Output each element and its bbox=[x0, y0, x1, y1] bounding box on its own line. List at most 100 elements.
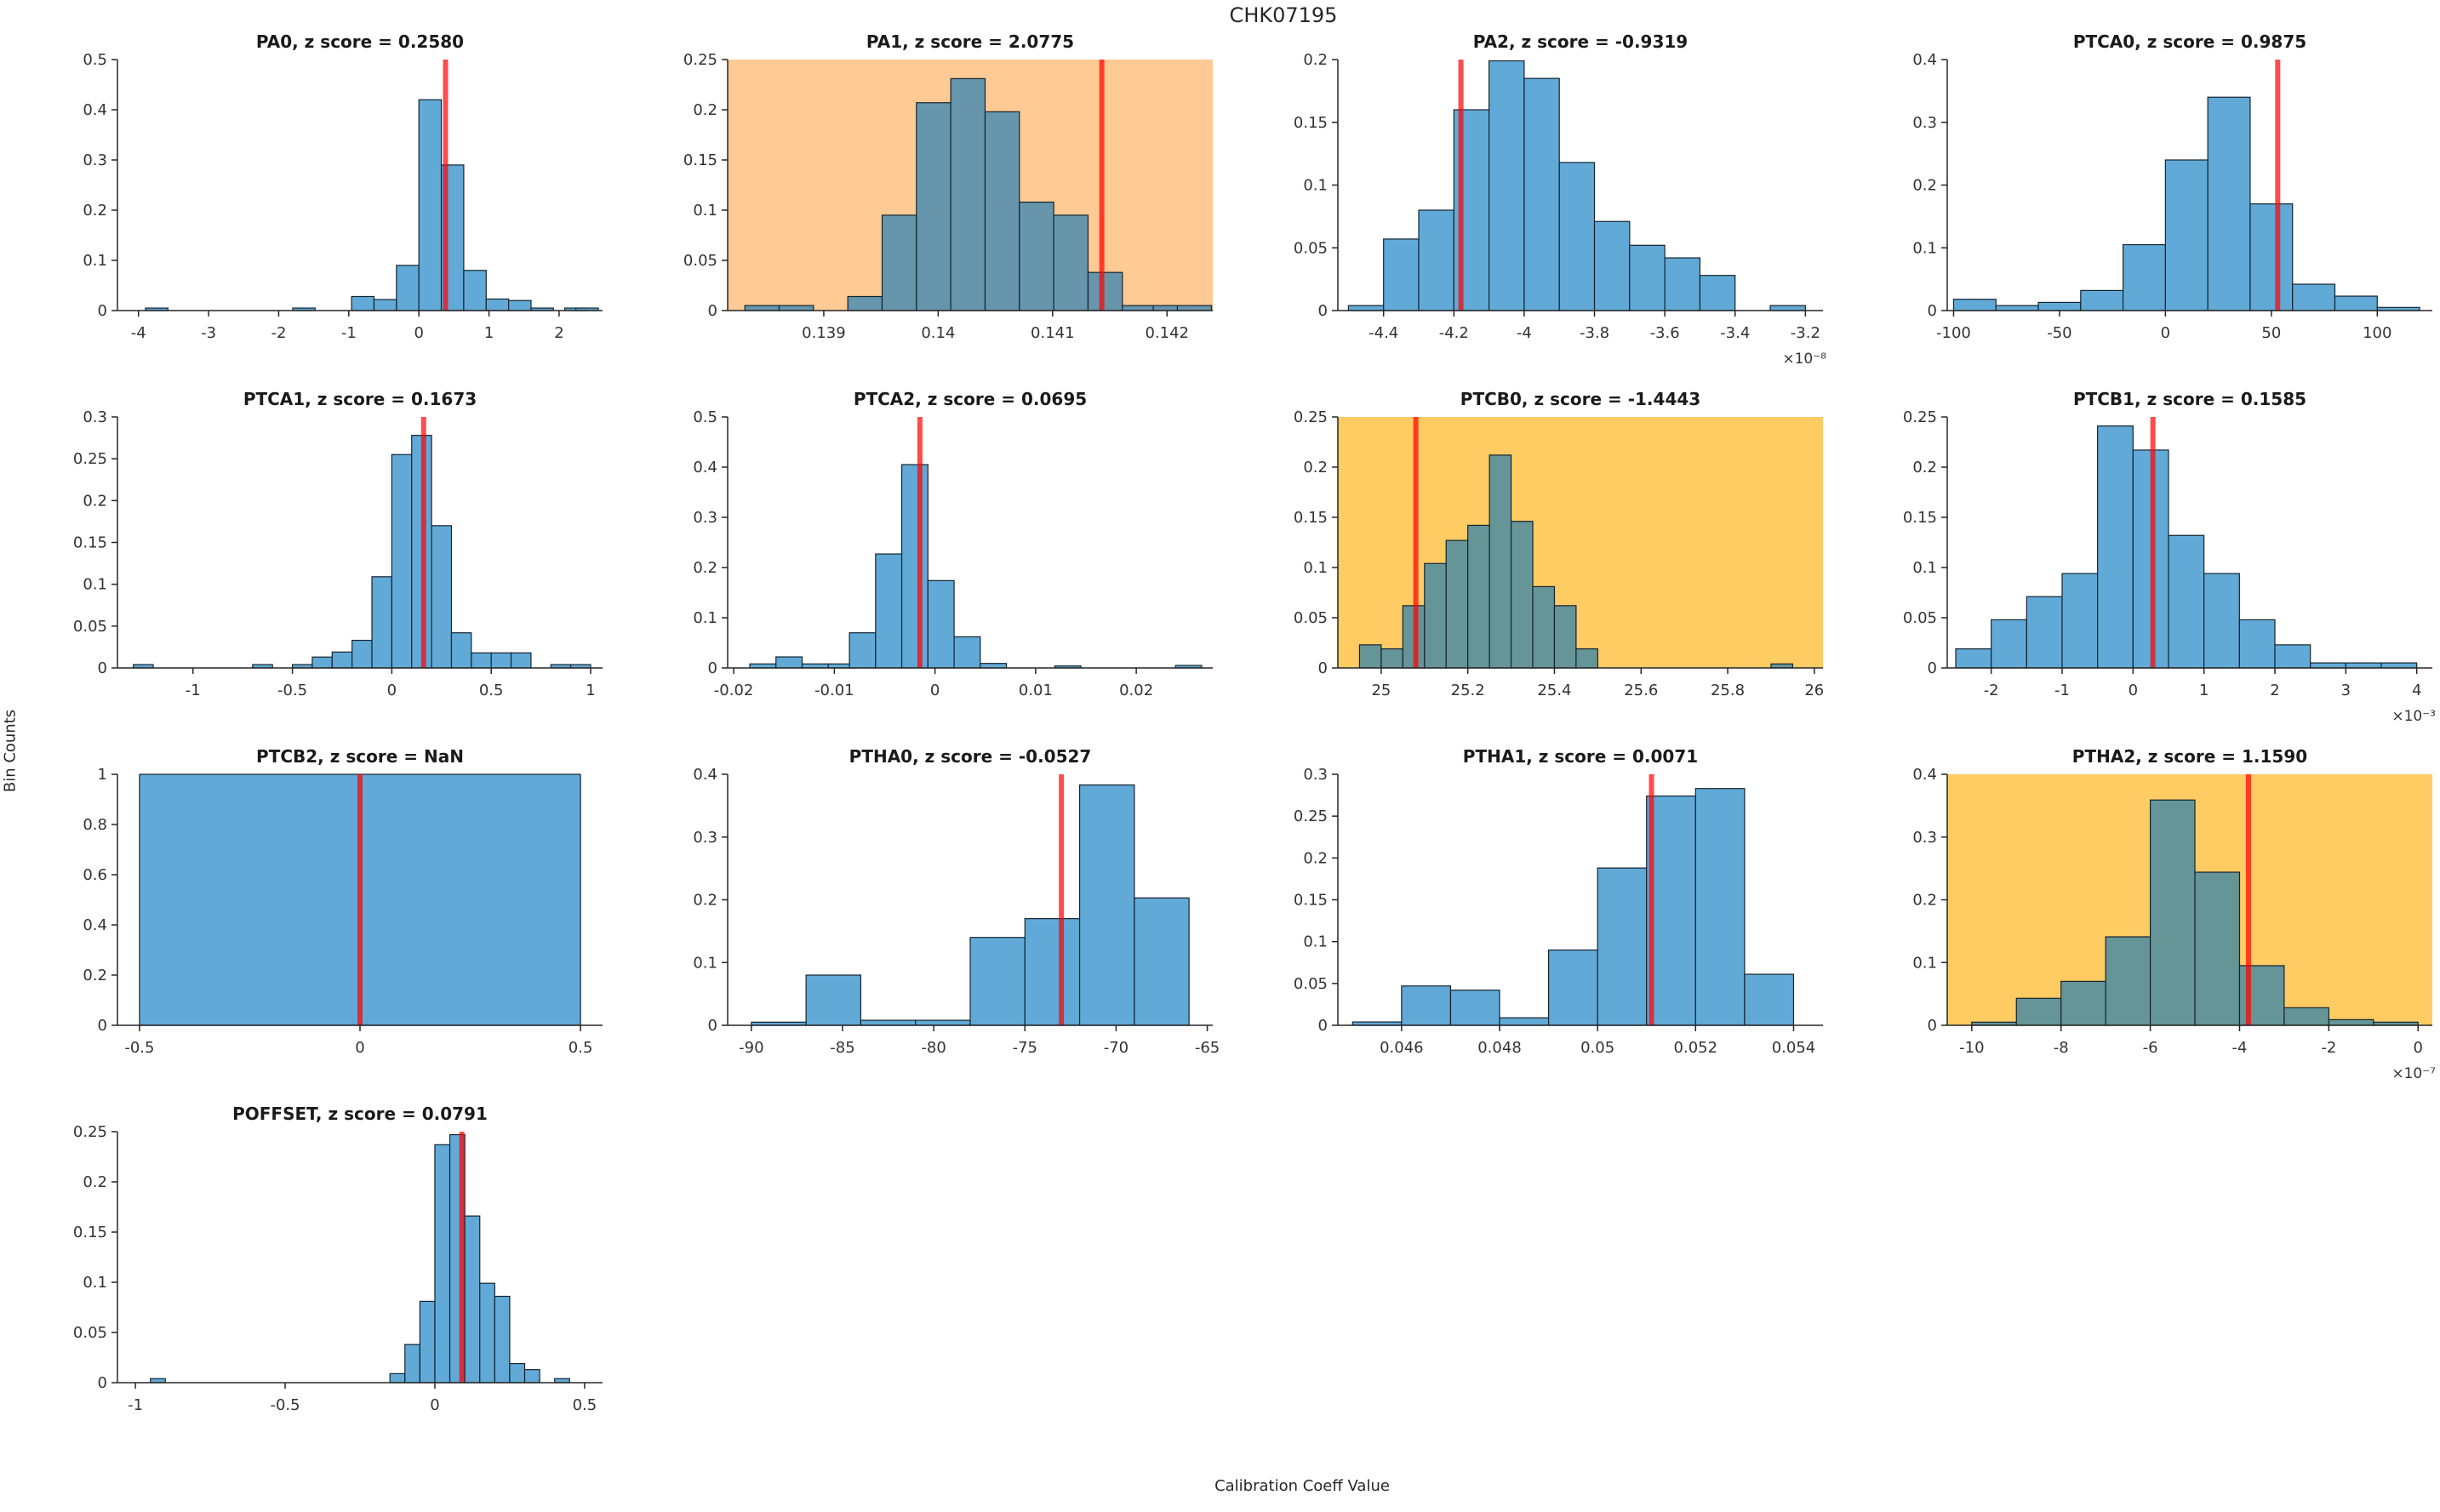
y-tick-label: 0.1 bbox=[693, 609, 717, 627]
histogram-bar bbox=[1078, 784, 1135, 1026]
x-tick-label: 0.02 bbox=[1119, 682, 1153, 699]
x-tick-label: -2 bbox=[271, 324, 286, 342]
y-tick-label: 0.05 bbox=[1293, 609, 1327, 627]
histogram-bar bbox=[744, 305, 780, 311]
histogram-bar bbox=[1995, 305, 2039, 311]
histogram-bar bbox=[778, 305, 814, 311]
x-tick-label: 0 bbox=[2129, 682, 2138, 699]
histogram-bar bbox=[419, 1300, 436, 1384]
x-tick-label: 0.139 bbox=[802, 324, 846, 342]
histogram-bar bbox=[2026, 596, 2063, 669]
y-tick-label: 0 bbox=[1928, 1017, 1937, 1035]
histogram-grid: -4 -3 -2 -1 0 1 2 0 0.1 0.2 0.3 0.4 0.5 PA0, z score … bbox=[0, 26, 2440, 1455]
histogram-bar bbox=[950, 77, 986, 311]
x-tick-label: -70 bbox=[1103, 1039, 1128, 1057]
y-tick-label: 0.15 bbox=[73, 534, 107, 552]
histogram-bar bbox=[2238, 619, 2276, 669]
histogram-bar bbox=[1488, 60, 1525, 311]
x-tick-label: -6 bbox=[2143, 1039, 2158, 1057]
subplot-PTHA1: 0.046 0.048 0.05 0.052 0.054 0 0.05 0.1 0.15 0.2 0… bbox=[1293, 746, 1823, 1057]
histogram-bar bbox=[1769, 305, 1806, 311]
histogram-bar bbox=[1953, 299, 1997, 311]
y-tick-label: 0.1 bbox=[693, 202, 717, 220]
histogram-bar bbox=[1498, 1017, 1549, 1026]
histogram-bar bbox=[351, 639, 373, 669]
subplot-title: PTHA2, z score = 1.1590 bbox=[2072, 746, 2307, 767]
x-tick-label: -4 bbox=[131, 324, 146, 342]
x-tick-label: -65 bbox=[1195, 1039, 1220, 1057]
histogram-bar bbox=[2037, 301, 2082, 311]
x-tick-label: -1 bbox=[341, 324, 357, 342]
y-tick-label: 0.1 bbox=[83, 1274, 107, 1292]
subplot-title: PTHA0, z score = -0.0527 bbox=[849, 746, 1091, 767]
x-tick-label: -50 bbox=[2047, 324, 2071, 342]
x-tick-label: 2 bbox=[2271, 682, 2280, 699]
x-tick-label: -1 bbox=[186, 682, 201, 699]
x-tick-label: 0.048 bbox=[1477, 1039, 1522, 1057]
y-tick-label: 0.1 bbox=[1913, 954, 1938, 972]
x-tick-label: -90 bbox=[739, 1039, 763, 1057]
x-tick-label: -1 bbox=[128, 1396, 143, 1414]
x-tick-label: -3.4 bbox=[1720, 324, 1750, 342]
y-tick-label: 0.2 bbox=[1303, 459, 1328, 476]
y-tick-label: 0.15 bbox=[683, 151, 717, 169]
subplot-title: PTCB0, z score = -1.4443 bbox=[1460, 389, 1700, 409]
x-tick-label: -0.5 bbox=[124, 1039, 154, 1057]
y-tick-label: 0.3 bbox=[83, 151, 107, 169]
histogram-bar bbox=[2274, 644, 2311, 669]
histogram-bar bbox=[2080, 289, 2124, 311]
subplot-title: PTCB2, z score = NaN bbox=[256, 746, 464, 767]
x-tick-label: 25.6 bbox=[1624, 682, 1658, 699]
histogram-bar bbox=[434, 1144, 451, 1384]
subplot-title: PTCA1, z score = 0.1673 bbox=[243, 389, 477, 409]
x-tick-label: 25 bbox=[1371, 682, 1391, 699]
y-tick-label: 0.05 bbox=[73, 1324, 107, 1342]
histogram-bar bbox=[1664, 257, 1700, 311]
y-tick-label: 0 bbox=[1317, 659, 1327, 677]
histogram-bar bbox=[418, 99, 443, 311]
histogram-bar bbox=[1053, 214, 1089, 311]
y-tick-label: 0.1 bbox=[83, 576, 107, 594]
histogram-bar bbox=[1510, 521, 1534, 669]
histogram-bar bbox=[1423, 562, 1447, 669]
histogram-bar bbox=[915, 102, 951, 311]
y-tick-label: 0 bbox=[98, 1374, 107, 1392]
y-tick-label: 0.3 bbox=[693, 829, 717, 847]
y-tick-label: 0.25 bbox=[73, 450, 107, 468]
histogram-bar bbox=[1743, 973, 1794, 1026]
x-tick-label: -75 bbox=[1012, 1039, 1037, 1057]
x-tick-label: 25.4 bbox=[1537, 682, 1571, 699]
x-tick-label: 1 bbox=[586, 682, 595, 699]
y-tick-label: 0.25 bbox=[1903, 408, 1937, 426]
subplot-PTHA2: -10 -8 -6 -4 -2 0 0 0.1 0.2 0.3 0.4 PTHA2, z score … bbox=[1913, 746, 2437, 1082]
y-tick-label: 0.2 bbox=[83, 492, 107, 510]
y-tick-label: 0.3 bbox=[1913, 114, 1938, 132]
histogram-bar bbox=[914, 1019, 971, 1026]
histogram-bar bbox=[391, 454, 413, 669]
y-tick-label: 0.25 bbox=[1293, 807, 1327, 825]
histogram-bar bbox=[1087, 271, 1123, 311]
histogram-bar bbox=[984, 111, 1020, 311]
histogram-bar bbox=[1991, 619, 2028, 669]
x-tick-label: -4 bbox=[1516, 324, 1531, 342]
x-tick-label: -4 bbox=[2232, 1039, 2248, 1057]
y-tick-label: 0.15 bbox=[1293, 892, 1327, 910]
histogram-bar bbox=[1558, 162, 1595, 311]
histogram-bar bbox=[1449, 990, 1500, 1026]
histogram-bar bbox=[509, 1362, 526, 1384]
y-tick-label: 0.15 bbox=[73, 1224, 107, 1241]
histogram-bar bbox=[1134, 897, 1190, 1026]
histogram-bar bbox=[471, 652, 492, 669]
y-tick-label: 0 bbox=[1317, 302, 1327, 320]
y-tick-label: 0.3 bbox=[1913, 829, 1938, 847]
histogram-bar bbox=[479, 1282, 495, 1384]
histogram-bar bbox=[1645, 795, 1696, 1026]
histogram-bar bbox=[1547, 949, 1598, 1026]
histogram-bar bbox=[900, 464, 929, 669]
subplot-title: PA1, z score = 2.0775 bbox=[866, 31, 1074, 52]
histogram-bar bbox=[1523, 77, 1560, 311]
histogram-bar bbox=[2150, 799, 2196, 1026]
histogram-bar bbox=[389, 1372, 406, 1384]
histogram-bar bbox=[927, 579, 955, 669]
y-tick-label: 0.25 bbox=[73, 1123, 107, 1141]
